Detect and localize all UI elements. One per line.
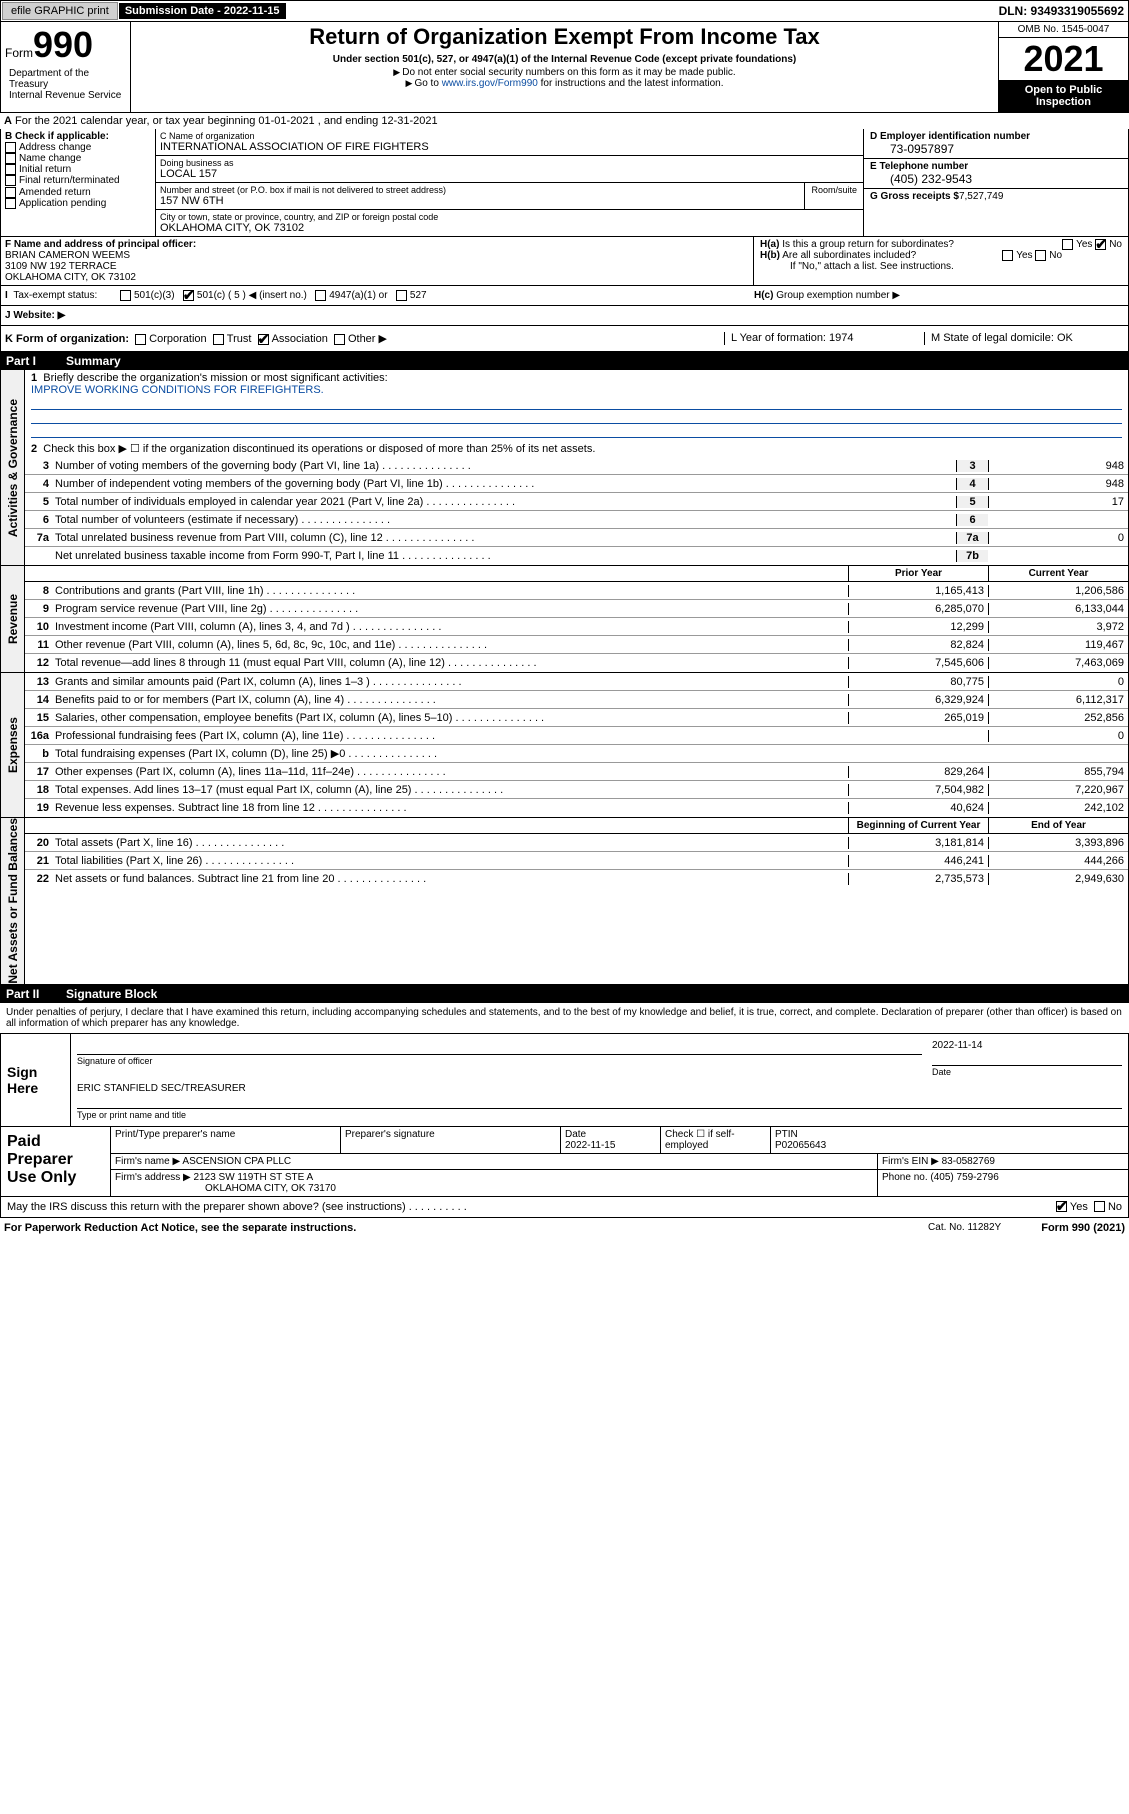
paid-label: Paid Preparer Use Only	[1, 1127, 111, 1196]
sig-declaration: Under penalties of perjury, I declare th…	[0, 1003, 1129, 1034]
sign-here-block: Sign Here Signature of officer 2022-11-1…	[0, 1034, 1129, 1127]
ein: 73-0957897	[870, 142, 1122, 156]
data-line: 12Total revenue—add lines 8 through 11 (…	[25, 654, 1128, 672]
form-number: 990	[33, 24, 93, 65]
top-bar: efile GRAPHIC print Submission Date - 20…	[0, 0, 1129, 22]
data-line: 22Net assets or fund balances. Subtract …	[25, 870, 1128, 888]
header: Form990 Department of the TreasuryIntern…	[0, 22, 1129, 113]
irs-link[interactable]: www.irs.gov/Form990	[442, 78, 538, 89]
summary-netassets: Net Assets or Fund Balances Beginning of…	[0, 818, 1129, 985]
tax-year: 2021	[999, 38, 1128, 80]
data-line: 15Salaries, other compensation, employee…	[25, 709, 1128, 727]
summary-line: 3Number of voting members of the governi…	[25, 457, 1128, 475]
box-d: D Employer identification number73-09578…	[863, 129, 1128, 236]
form-title: Return of Organization Exempt From Incom…	[135, 24, 994, 50]
data-line: 19Revenue less expenses. Subtract line 1…	[25, 799, 1128, 817]
form-subtitle: Under section 501(c), 527, or 4947(a)(1)…	[135, 54, 994, 65]
data-line: 16aProfessional fundraising fees (Part I…	[25, 727, 1128, 745]
box-h: H(a) Is this a group return for subordin…	[753, 237, 1128, 285]
part2-header: Part IISignature Block	[0, 985, 1129, 1003]
officer-name: ERIC STANFIELD SEC/TREASURER	[77, 1083, 246, 1094]
mission-text[interactable]: IMPROVE WORKING CONDITIONS FOR FIREFIGHT…	[31, 384, 324, 396]
data-line: 17Other expenses (Part IX, column (A), l…	[25, 763, 1128, 781]
telephone: (405) 232-9543	[870, 172, 1122, 186]
discuss-row: May the IRS discuss this return with the…	[0, 1197, 1129, 1218]
firm-name: ASCENSION CPA PLLC	[182, 1156, 291, 1167]
gross-receipts: 7,527,749	[959, 191, 1004, 202]
footer: For Paperwork Reduction Act Notice, see …	[0, 1218, 1129, 1238]
summary-line: 4Number of independent voting members of…	[25, 475, 1128, 493]
dba: LOCAL 157	[160, 168, 859, 180]
side-revenue: Revenue	[1, 566, 25, 672]
org-info-row: B Check if applicable: Address change Na…	[0, 129, 1129, 237]
data-line: 11Other revenue (Part VIII, column (A), …	[25, 636, 1128, 654]
side-governance: Activities & Governance	[1, 370, 25, 565]
instr-link: Go to www.irs.gov/Form990 for instructio…	[135, 78, 994, 89]
side-expenses: Expenses	[1, 673, 25, 817]
org-name: INTERNATIONAL ASSOCIATION OF FIRE FIGHTE…	[160, 141, 859, 153]
summary-governance: Activities & Governance 1 Briefly descri…	[0, 370, 1129, 566]
summary-line: 5Total number of individuals employed in…	[25, 493, 1128, 511]
data-line: 20Total assets (Part X, line 16)3,181,81…	[25, 834, 1128, 852]
data-line: 18Total expenses. Add lines 13–17 (must …	[25, 781, 1128, 799]
street: 157 NW 6TH	[160, 195, 859, 207]
submission-date: Submission Date - 2022-11-15	[119, 3, 286, 19]
summary-line: 7aTotal unrelated business revenue from …	[25, 529, 1128, 547]
sign-here-label: Sign Here	[1, 1034, 71, 1126]
summary-expenses: Expenses 13Grants and similar amounts pa…	[0, 673, 1129, 818]
data-line: 9Program service revenue (Part VIII, lin…	[25, 600, 1128, 618]
tax-status-row: I Tax-exempt status: 501(c)(3) 501(c) ( …	[0, 286, 1129, 306]
summary-line: 6Total number of volunteers (estimate if…	[25, 511, 1128, 529]
data-line: 13Grants and similar amounts paid (Part …	[25, 673, 1128, 691]
dept: Department of the TreasuryInternal Reven…	[5, 66, 126, 103]
dln: DLN: 93493319055692	[999, 4, 1128, 18]
line-a: A For the 2021 calendar year, or tax yea…	[0, 113, 1129, 129]
efile-btn[interactable]: efile GRAPHIC print	[2, 2, 118, 20]
summary-line: Net unrelated business taxable income fr…	[25, 547, 1128, 565]
summary-revenue: Revenue Prior YearCurrent Year 8Contribu…	[0, 566, 1129, 673]
f-h-row: F Name and address of principal officer:…	[0, 237, 1129, 286]
data-line: 14Benefits paid to or for members (Part …	[25, 691, 1128, 709]
paid-preparer-block: Paid Preparer Use Only Print/Type prepar…	[0, 1127, 1129, 1197]
room-suite: Room/suite	[804, 183, 863, 209]
data-line: 8Contributions and grants (Part VIII, li…	[25, 582, 1128, 600]
mission-block: 1 Briefly describe the organization's mi…	[25, 370, 1128, 440]
city: OKLAHOMA CITY, OK 73102	[160, 222, 859, 234]
form-label: Form	[5, 46, 33, 60]
open-public: Open to Public Inspection	[999, 80, 1128, 112]
box-b: B Check if applicable: Address change Na…	[1, 129, 156, 236]
omb: OMB No. 1545-0047	[999, 22, 1128, 38]
data-line: bTotal fundraising expenses (Part IX, co…	[25, 745, 1128, 763]
side-netassets: Net Assets or Fund Balances	[1, 818, 25, 984]
box-c: C Name of organizationINTERNATIONAL ASSO…	[156, 129, 863, 236]
instr-ssn: Do not enter social security numbers on …	[135, 67, 994, 78]
data-line: 21Total liabilities (Part X, line 26)446…	[25, 852, 1128, 870]
data-line: 10Investment income (Part VIII, column (…	[25, 618, 1128, 636]
box-f: F Name and address of principal officer:…	[1, 237, 753, 285]
website-row: J Website: ▶	[0, 306, 1129, 326]
part1-header: Part ISummary	[0, 352, 1129, 370]
k-row: K Form of organization: Corporation Trus…	[0, 326, 1129, 352]
